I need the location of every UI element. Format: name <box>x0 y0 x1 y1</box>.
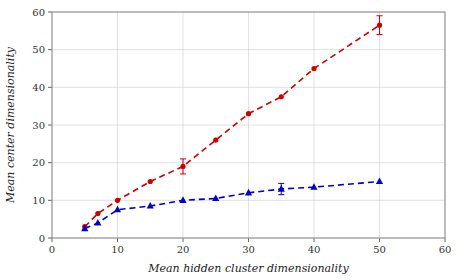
error-bar-cap <box>278 183 284 184</box>
error-bar <box>180 159 186 174</box>
tick-label-x: 30 <box>242 244 255 255</box>
tick-label-y: 30 <box>32 120 45 131</box>
grid-line-y <box>52 200 445 201</box>
axes: 0 10 20 30 40 50 60 0 10 20 30 40 50 60 <box>32 7 451 256</box>
tick-y <box>48 49 52 50</box>
tick-label-x: 0 <box>49 244 55 255</box>
tick-label-x: 10 <box>111 244 124 255</box>
tick-label-x: 20 <box>177 244 190 255</box>
point <box>115 198 120 203</box>
tick-x <box>314 238 315 242</box>
tick-y <box>48 238 52 239</box>
point <box>311 66 316 71</box>
error-bar-cap <box>180 158 186 159</box>
grid-line-y <box>52 162 445 163</box>
tick-x <box>52 238 53 242</box>
tick-x <box>445 238 446 242</box>
tick-x <box>183 238 184 242</box>
point <box>213 137 218 142</box>
point <box>180 164 185 169</box>
plot-frame <box>52 12 445 238</box>
error-bar-cap <box>180 173 186 174</box>
tick-x <box>248 238 249 242</box>
series-line <box>85 25 380 227</box>
series-line <box>85 182 380 229</box>
x-axis-label: Mean hidden cluster dimensionality <box>147 262 349 275</box>
error-bar-cap <box>377 15 383 16</box>
tick-y <box>48 125 52 126</box>
point <box>245 189 252 196</box>
point <box>279 94 284 99</box>
tick-label-y: 40 <box>32 82 45 93</box>
series <box>81 178 383 232</box>
point <box>377 23 382 28</box>
tick-label-y: 10 <box>32 195 45 206</box>
tick-label-y: 20 <box>32 157 45 168</box>
point <box>114 206 121 213</box>
error-bar-cap <box>278 194 284 195</box>
tick-x <box>117 238 118 242</box>
point <box>212 194 219 201</box>
plot-area <box>81 16 383 231</box>
point <box>310 183 317 190</box>
point <box>376 178 383 185</box>
point <box>148 179 153 184</box>
grid-line-y <box>52 49 445 50</box>
point <box>179 196 186 203</box>
tick-label-y: 50 <box>32 44 45 55</box>
series <box>82 16 382 230</box>
point <box>81 225 88 232</box>
point <box>278 185 285 192</box>
tick-y <box>48 162 52 163</box>
tick-label-x: 40 <box>308 244 321 255</box>
y-axis-label: Mean center dimensionality <box>4 46 17 204</box>
point <box>94 219 101 226</box>
tick-label-x: 50 <box>373 244 386 255</box>
error-bar-cap <box>377 34 383 35</box>
tick-label-x: 60 <box>439 244 452 255</box>
point <box>147 202 154 209</box>
error-bar <box>278 183 284 194</box>
chart: 0 10 20 30 40 50 60 0 10 20 30 40 50 60 Mean hidden cl… <box>0 0 459 280</box>
grid-line-y <box>52 87 445 88</box>
tick-x <box>379 238 380 242</box>
tick-y <box>48 87 52 88</box>
tick-y <box>48 200 52 201</box>
tick-label-y: 60 <box>32 7 45 18</box>
error-bar <box>377 16 383 35</box>
tick-label-y: 0 <box>39 233 45 244</box>
point <box>95 211 100 216</box>
point <box>246 111 251 116</box>
tick-y <box>48 12 52 13</box>
grid-line-y <box>52 125 445 126</box>
